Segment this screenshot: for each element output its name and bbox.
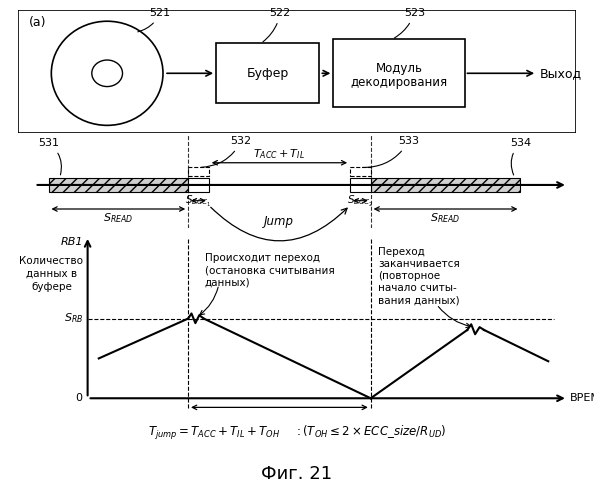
Text: 532: 532	[201, 136, 252, 168]
Ellipse shape	[92, 60, 122, 86]
Text: Буфер: Буфер	[247, 67, 289, 80]
Text: Выход: Выход	[540, 67, 582, 80]
Text: 531: 531	[38, 138, 61, 175]
Text: RB1: RB1	[61, 238, 83, 248]
Text: буфере: буфере	[31, 282, 72, 292]
Bar	[350, 168, 371, 175]
Text: 523: 523	[394, 8, 425, 38]
Text: Количество: Количество	[20, 256, 83, 266]
Text: 522: 522	[263, 8, 291, 42]
Text: Jump: Jump	[264, 216, 295, 228]
Text: ВРЕМЯ: ВРЕМЯ	[570, 394, 594, 404]
Text: Переход: Переход	[378, 248, 425, 258]
Ellipse shape	[51, 21, 163, 126]
Text: $S_{ECC_2}$: $S_{ECC_2}$	[347, 194, 374, 209]
Text: 534: 534	[510, 138, 531, 175]
Text: заканчивается: заканчивается	[378, 260, 460, 270]
Text: вания данных): вания данных)	[378, 295, 460, 305]
Text: начало считы-: начало считы-	[378, 284, 457, 294]
Bar	[188, 168, 208, 175]
Text: декодирования: декодирования	[350, 76, 447, 89]
Bar	[350, 178, 371, 192]
Text: 533: 533	[363, 136, 419, 168]
Text: $S_{RB}$: $S_{RB}$	[64, 312, 83, 326]
Text: (a): (a)	[29, 16, 46, 29]
Bar	[371, 178, 520, 192]
Text: 521: 521	[138, 8, 170, 32]
Bar	[216, 44, 320, 103]
Text: Фиг. 21: Фиг. 21	[261, 465, 333, 483]
Text: $T_{jump}=T_{ACC}+T_{IL}+T_{OH}$    $:(T_{OH}\leq2\times ECC\_size/R_{UD})$: $T_{jump}=T_{ACC}+T_{IL}+T_{OH}$ $:(T_{O…	[148, 424, 446, 442]
Text: $S_{ECC_1}$: $S_{ECC_1}$	[185, 194, 211, 209]
Text: (повторное: (повторное	[378, 272, 440, 281]
Bar	[49, 178, 188, 192]
Text: данных в: данных в	[26, 269, 77, 279]
Text: Происходит переход: Происходит переход	[205, 253, 320, 263]
Text: Модуль: Модуль	[375, 62, 422, 75]
Text: $S_{READ}$: $S_{READ}$	[103, 211, 134, 225]
Text: (остановка считывания: (остановка считывания	[205, 265, 334, 275]
Text: данных): данных)	[205, 277, 251, 287]
Bar	[188, 178, 208, 192]
Text: 0: 0	[75, 394, 82, 404]
Bar	[333, 40, 465, 107]
Text: $T_{ACC}+T_{IL}$: $T_{ACC}+T_{IL}$	[254, 146, 305, 160]
Text: $S_{READ}$: $S_{READ}$	[431, 211, 461, 225]
